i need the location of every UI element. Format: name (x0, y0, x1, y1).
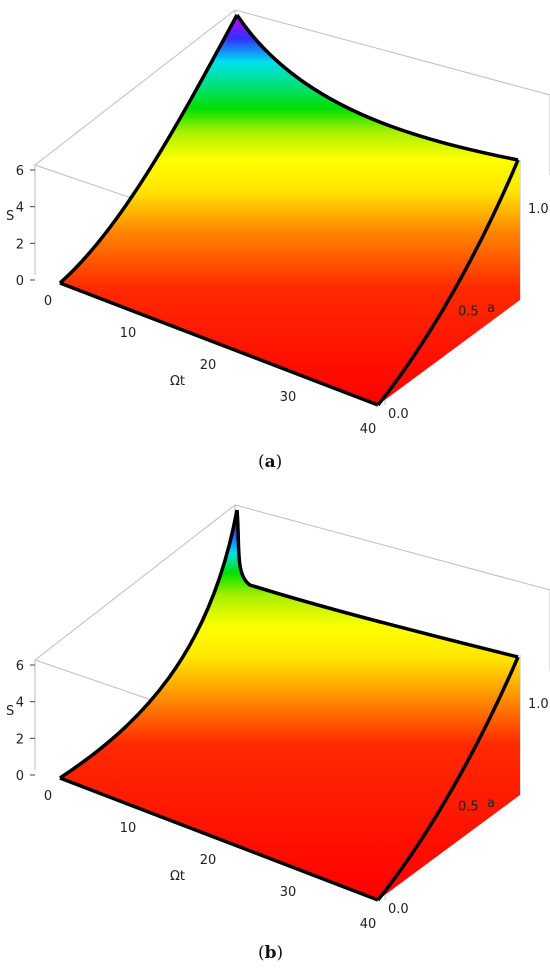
z-tick-label-2: 2 (16, 237, 24, 252)
surface-a (60, 15, 520, 405)
x-tick-label-20: 20 (200, 853, 217, 868)
x-tick-label-10: 10 (120, 821, 137, 836)
y-axis-label-a: a (487, 301, 495, 316)
x-axis-label-b: Ωt (170, 869, 185, 884)
y-axis-label-b: a (487, 796, 495, 811)
y-tick-label-0.0: 0.0 (388, 407, 409, 422)
x-tick-label-40: 40 (360, 422, 377, 437)
z-axis-label-a: S (6, 209, 14, 224)
y-tick-label-1.0: 1.0 (528, 202, 549, 217)
z-tick-label-6: 6 (16, 164, 24, 179)
x-tick-label-30: 30 (280, 390, 297, 405)
x-tick-label-20: 20 (200, 358, 217, 373)
surface-a-top-curve (235, 14, 519, 162)
x-tick-label-10: 10 (120, 326, 137, 341)
x-tick-label-0: 0 (44, 789, 52, 804)
chart-panel-b: 0 2 4 6 0 10 20 30 40 0.0 0.5 1.0 S Ωt a (b) (0, 485, 550, 970)
surface-a-right-curve (376, 159, 520, 407)
z-axis-label-b: S (6, 704, 14, 719)
y-tick-label-0.5: 0.5 (458, 305, 479, 320)
x-tick-label-30: 30 (280, 885, 297, 900)
surface-plot-b: 0 2 4 6 0 10 20 30 40 0.0 0.5 1.0 S Ωt a (b) (6, 504, 550, 963)
z-tick-label-0: 0 (16, 274, 24, 289)
y-tick-label-1.0: 1.0 (528, 697, 549, 712)
y-tick-label-0.0: 0.0 (388, 902, 409, 917)
y-tick-label-0.5: 0.5 (458, 800, 479, 815)
z-tick-label-0: 0 (16, 769, 24, 784)
caption-b: (b) (258, 943, 283, 963)
surface-b-right-curve (376, 656, 520, 902)
surface-plot-a: 0 2 4 6 0 10 20 30 40 0.0 0.5 1.0 S Ωt a (a) (6, 9, 550, 472)
chart-panel-a: 0 2 4 6 0 10 20 30 40 0.0 0.5 1.0 S Ωt a (a) (6, 9, 550, 472)
surface-b-front-edge (59, 776, 379, 902)
surface-b-top-curve (235, 509, 519, 659)
x-axis-label-a: Ωt (170, 374, 185, 389)
x-tick-label-0: 0 (44, 294, 52, 309)
surface-b-left-curve (59, 509, 239, 780)
z-tick-label-2: 2 (16, 732, 24, 747)
z-tick-label-4: 4 (16, 696, 24, 711)
caption-a: (a) (258, 452, 282, 472)
surface-a-front-edge (59, 281, 379, 407)
z-tick-label-6: 6 (16, 659, 24, 674)
surface-b (60, 510, 520, 900)
z-tick-label-4: 4 (16, 201, 24, 216)
surface-a-left-curve (58, 14, 239, 285)
x-tick-label-40: 40 (360, 917, 377, 932)
